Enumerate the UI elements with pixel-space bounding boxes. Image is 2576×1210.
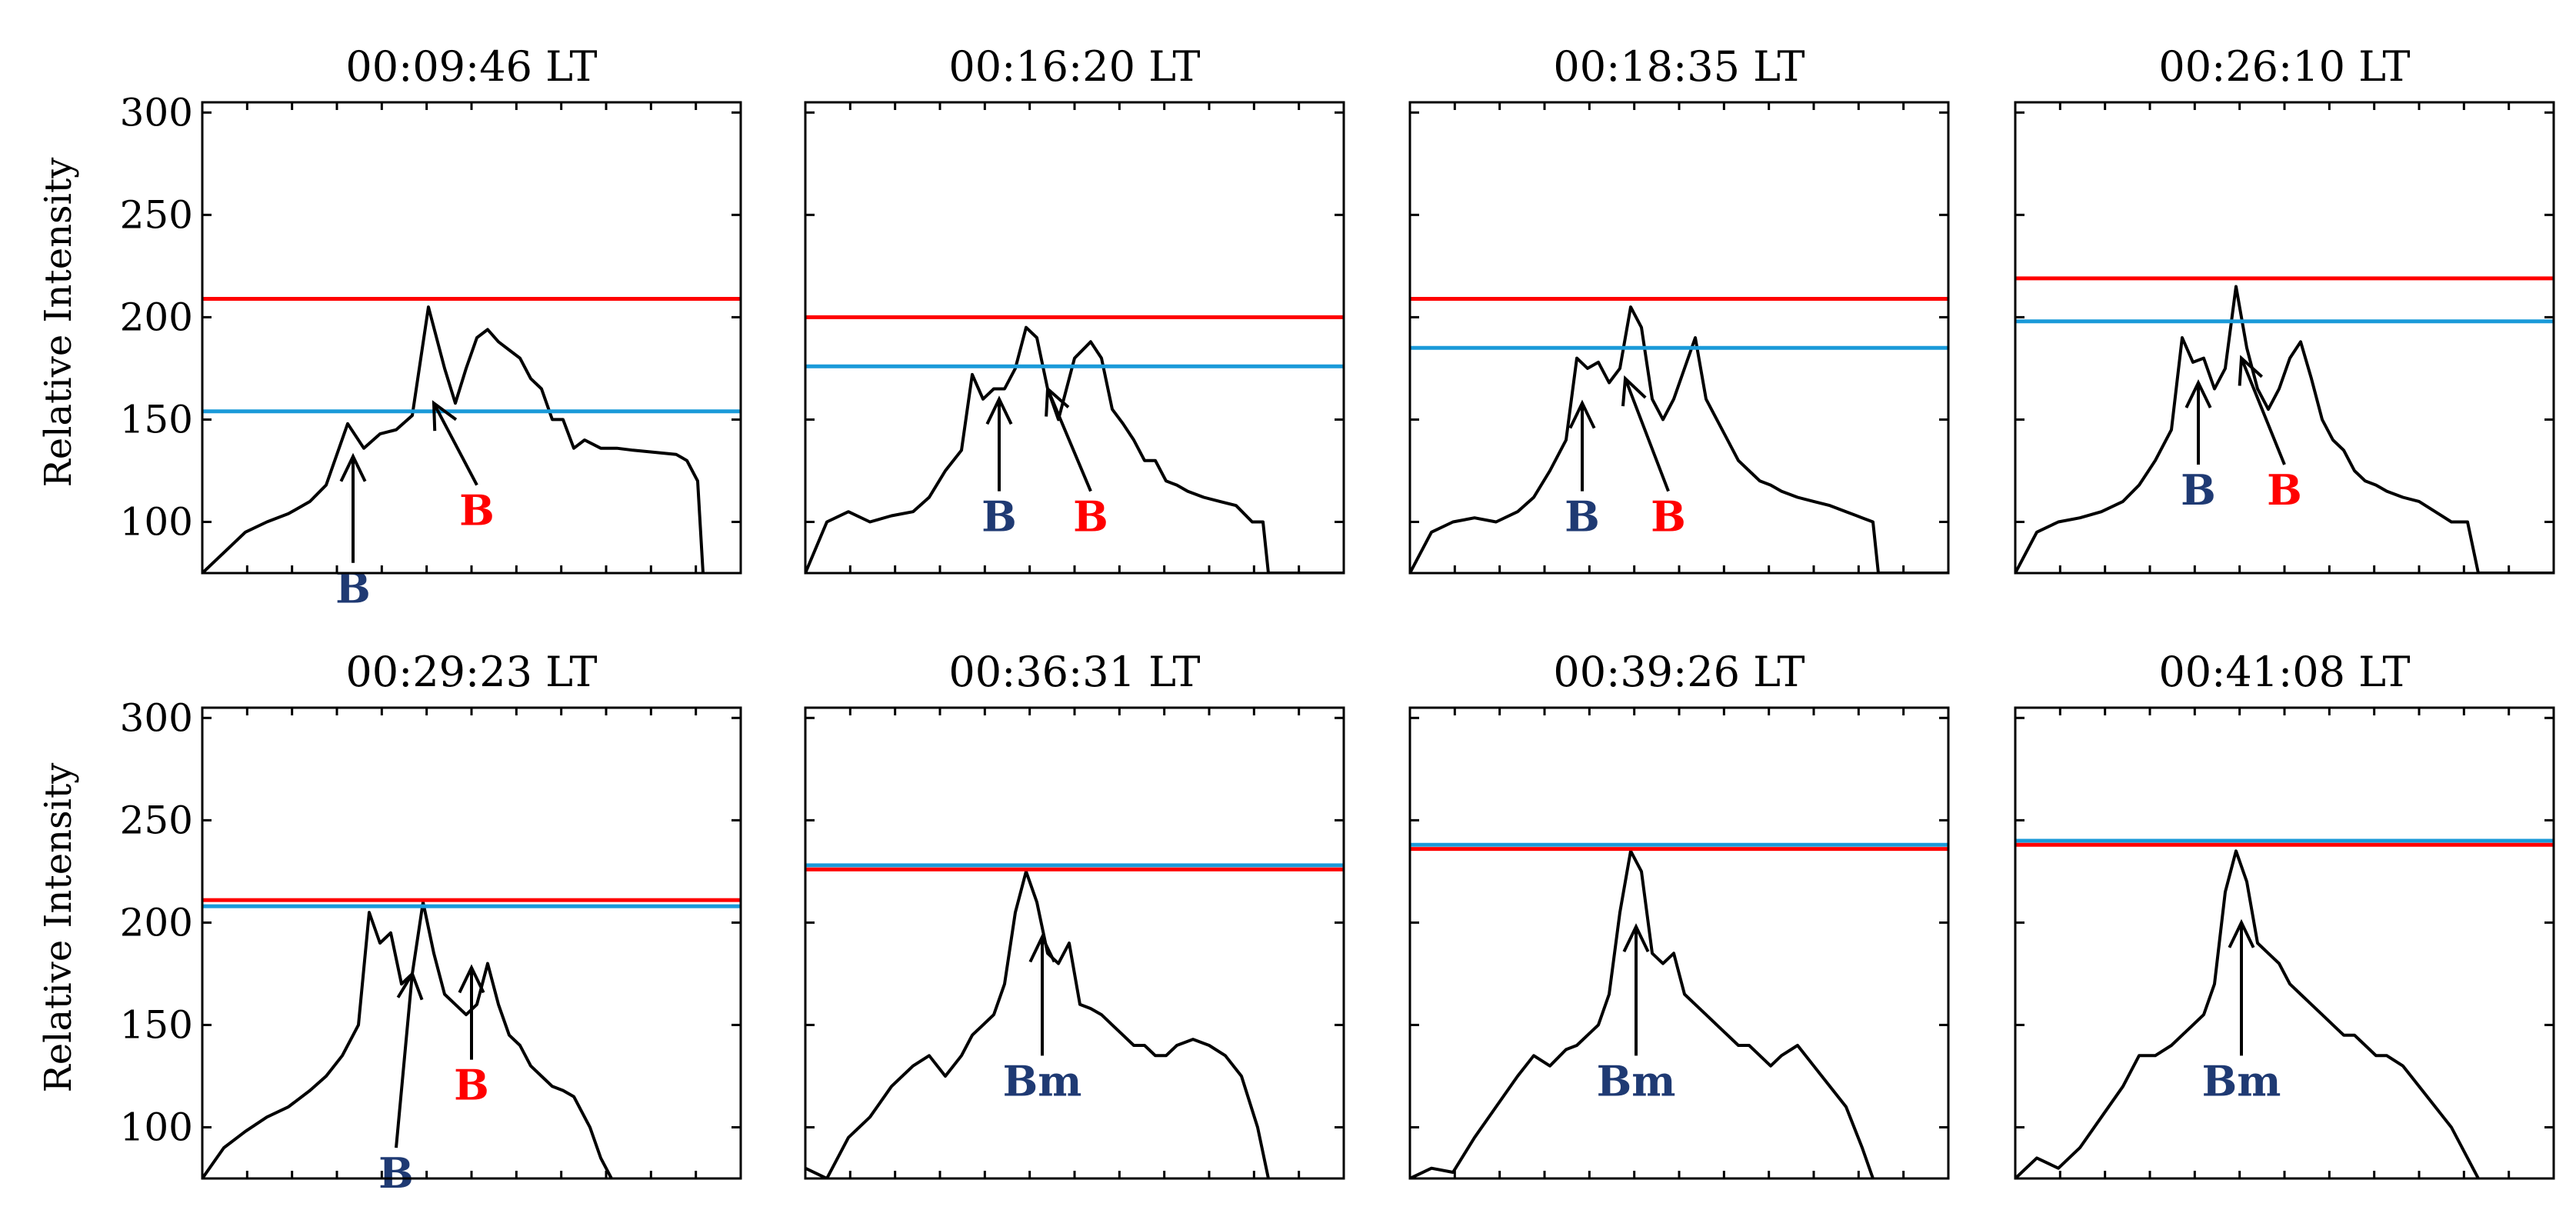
arrow-head	[432, 400, 458, 432]
arrow-head	[2184, 378, 2212, 408]
intensity-profile	[1410, 305, 1948, 573]
arrow-head	[339, 452, 367, 482]
y-tick-label: 300	[120, 90, 193, 135]
y-tick-label: 100	[120, 1105, 193, 1149]
panel-title: 00:18:35 LT	[1553, 42, 1805, 91]
arrow-shaft	[395, 973, 414, 1148]
panel-title: 00:41:08 LT	[2158, 648, 2410, 696]
arrow-head	[1045, 385, 1070, 417]
intensity-profile	[2015, 285, 2554, 573]
panel-3: 00:18:35 LT B B	[1408, 42, 1950, 575]
panel-8: 00:41:08 LT Bm	[2014, 648, 2555, 1180]
arrow-label: B	[1565, 492, 1600, 542]
panel-title: 00:39:26 LT	[1553, 648, 1805, 696]
panel-title: 00:36:31 LT	[948, 648, 1200, 696]
arrow-shaft	[1624, 378, 1670, 492]
arrow-head	[985, 395, 1013, 425]
arrow-head	[1622, 923, 1650, 952]
y-tick-label: 250	[120, 798, 193, 842]
arrow-label: B	[378, 1148, 414, 1198]
plot-frame	[804, 706, 1345, 1180]
plot-frame	[804, 101, 1345, 575]
intensity-profile	[805, 869, 1271, 1178]
panel-title: 00:09:46 LT	[345, 42, 597, 91]
arrow-label: B	[1073, 492, 1108, 542]
arrow-label: Bm	[1597, 1056, 1676, 1105]
panel-title: 00:26:10 LT	[2158, 42, 2410, 91]
plot-frame	[2014, 706, 2555, 1180]
arrow-shaft	[1046, 388, 1092, 492]
plot-frame	[201, 101, 742, 575]
y-tick-label: 300	[120, 695, 193, 740]
intensity-profile	[1410, 849, 1875, 1178]
arrow-label: B	[1651, 492, 1686, 542]
arrow-head	[2228, 918, 2255, 948]
arrow-shaft	[2240, 357, 2286, 465]
y-tick-label: 200	[120, 295, 193, 339]
plot-frame	[2014, 101, 2555, 575]
panel-title: 00:16:20 LT	[948, 42, 1200, 91]
y-tick-label: 100	[120, 499, 193, 544]
y-axis-label: Relative Intensity	[37, 158, 80, 488]
arrow-head	[458, 964, 485, 994]
arrow-head	[1568, 399, 1596, 429]
intensity-profile	[2015, 849, 2481, 1178]
plot-frame	[201, 706, 742, 1180]
panel-2: 00:16:20 LT B B	[804, 42, 1345, 575]
panel-5: 00:29:23 LT Relative Intensity 100 150 200 25…	[37, 648, 742, 1198]
arrow-shaft	[432, 402, 478, 486]
arrow-label: Bm	[1003, 1056, 1082, 1105]
panel-6: 00:36:31 LT Bm	[804, 648, 1345, 1180]
plot-frame	[1408, 706, 1950, 1180]
intensity-profile	[202, 305, 705, 573]
panel-1: 00:09:46 LT Relative Intensity 100 150 200 25…	[37, 42, 742, 613]
plot-frame	[1408, 101, 1950, 575]
arrow-head	[1621, 375, 1647, 407]
y-tick-label: 200	[120, 900, 193, 945]
y-tick-label: 250	[120, 192, 193, 237]
arrow-label: B	[454, 1061, 489, 1110]
y-tick-label: 150	[120, 397, 193, 442]
arrow-label: B	[2267, 465, 2302, 515]
intensity-profile	[805, 325, 1344, 573]
arrow-head	[396, 970, 424, 1001]
arrow-label: B	[981, 492, 1017, 542]
arrow-label: B	[459, 486, 495, 535]
panel-title: 00:29:23 LT	[345, 648, 597, 696]
panel-4: 00:26:10 LT B B	[2014, 42, 2555, 575]
arrow-head	[1028, 933, 1056, 963]
arrow-head	[2238, 355, 2264, 386]
arrow-label: Bm	[2202, 1056, 2281, 1105]
y-tick-label: 150	[120, 1002, 193, 1047]
panel-7: 00:39:26 LT Bm	[1408, 648, 1950, 1180]
arrow-label: B	[2181, 465, 2216, 515]
arrow-label: B	[335, 564, 371, 613]
intensity-profile	[202, 900, 614, 1178]
y-axis-label: Relative Intensity	[37, 763, 80, 1093]
